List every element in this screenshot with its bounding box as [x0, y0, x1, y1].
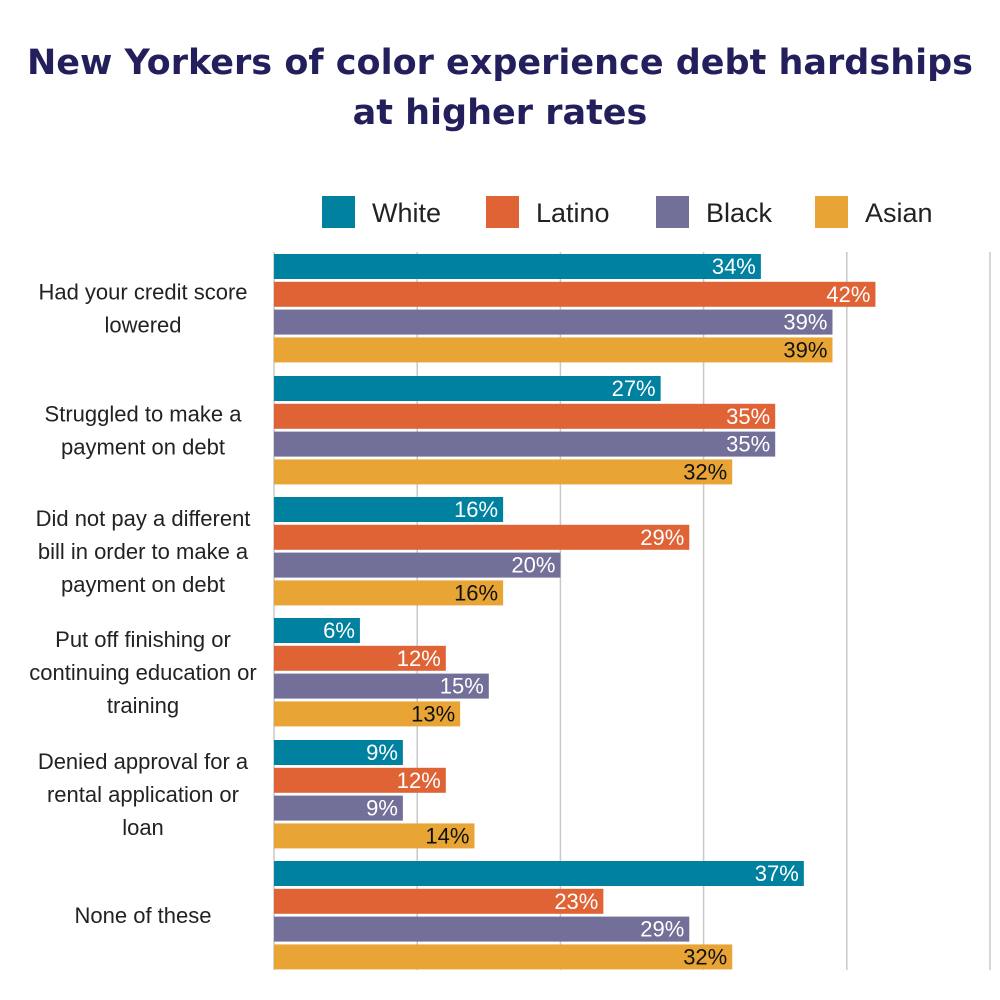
- bar-black: [274, 431, 776, 457]
- data-label: 32%: [683, 944, 727, 969]
- data-label: 23%: [554, 889, 598, 914]
- bar-asian: [274, 944, 733, 970]
- bar-white: [274, 254, 761, 279]
- data-label: 14%: [425, 823, 469, 848]
- category-label: Had your credit score: [38, 280, 247, 305]
- bar-asian: [274, 823, 475, 849]
- bar-latino: [274, 645, 446, 671]
- data-label: 32%: [683, 459, 727, 484]
- legend-label-white: White: [372, 198, 441, 228]
- category-label: Put off finishing or: [55, 627, 231, 652]
- bar-white: [274, 376, 661, 401]
- category-label: training: [107, 693, 179, 718]
- bar-black: [274, 309, 833, 335]
- bar-latino: [274, 524, 690, 550]
- category-label: Denied approval for a: [38, 749, 249, 774]
- data-label: 16%: [454, 497, 498, 522]
- bar-white: [274, 618, 360, 643]
- data-label: 35%: [726, 404, 770, 429]
- data-label: 15%: [440, 674, 484, 699]
- chart-title-line-2: at higher rates: [352, 93, 648, 133]
- bar-white: [274, 861, 804, 886]
- bar-black: [274, 795, 403, 821]
- data-label: 29%: [640, 525, 684, 550]
- bar-asian: [274, 580, 504, 606]
- legend-label-asian: Asian: [865, 198, 933, 228]
- chart-title: New Yorkers of color experience debt har…: [0, 38, 1000, 138]
- bar-white: [274, 740, 403, 765]
- category-label: continuing education or: [29, 660, 257, 685]
- chart-title-line-1: New Yorkers of color experience debt har…: [26, 43, 973, 83]
- bar-black: [274, 552, 561, 578]
- bar-asian: [274, 337, 833, 363]
- category-label: rental application or: [47, 782, 239, 807]
- data-label: 29%: [640, 917, 684, 942]
- bar-asian: [274, 701, 461, 727]
- data-label: 13%: [411, 701, 455, 726]
- bar-black: [274, 916, 690, 942]
- legend-label-black: Black: [706, 198, 773, 228]
- category-label: Did not pay a different: [36, 506, 251, 531]
- category-label: None of these: [75, 903, 212, 928]
- data-label: 37%: [755, 861, 799, 886]
- bar-white: [274, 497, 504, 522]
- legend-swatch-black: [656, 196, 689, 228]
- legend-label-latino: Latino: [536, 198, 610, 228]
- data-label: 27%: [612, 376, 656, 401]
- bar-black: [274, 673, 489, 699]
- data-label: 35%: [726, 432, 770, 457]
- data-label: 42%: [826, 282, 870, 307]
- data-label: 12%: [397, 646, 441, 671]
- category-label: payment on debt: [61, 572, 225, 597]
- category-label: Struggled to make a: [45, 402, 243, 427]
- legend-swatch-white: [322, 196, 355, 228]
- legend-swatch-asian: [815, 196, 848, 228]
- data-label: 9%: [366, 740, 398, 765]
- data-label: 9%: [366, 796, 398, 821]
- category-label: lowered: [104, 313, 181, 338]
- data-label: 39%: [783, 310, 827, 335]
- data-label: 6%: [323, 618, 355, 643]
- data-label: 20%: [511, 553, 555, 578]
- category-label: loan: [122, 815, 164, 840]
- data-label: 39%: [783, 337, 827, 362]
- data-label: 12%: [397, 768, 441, 793]
- data-label: 34%: [712, 254, 756, 279]
- bar-latino: [274, 403, 776, 429]
- bar-latino: [274, 888, 604, 914]
- data-label: 16%: [454, 580, 498, 605]
- bar-latino: [274, 281, 876, 307]
- legend-swatch-latino: [486, 196, 519, 228]
- bar-latino: [274, 767, 446, 793]
- bar-asian: [274, 459, 733, 485]
- category-label: payment on debt: [61, 435, 225, 460]
- category-label: bill in order to make a: [38, 539, 249, 564]
